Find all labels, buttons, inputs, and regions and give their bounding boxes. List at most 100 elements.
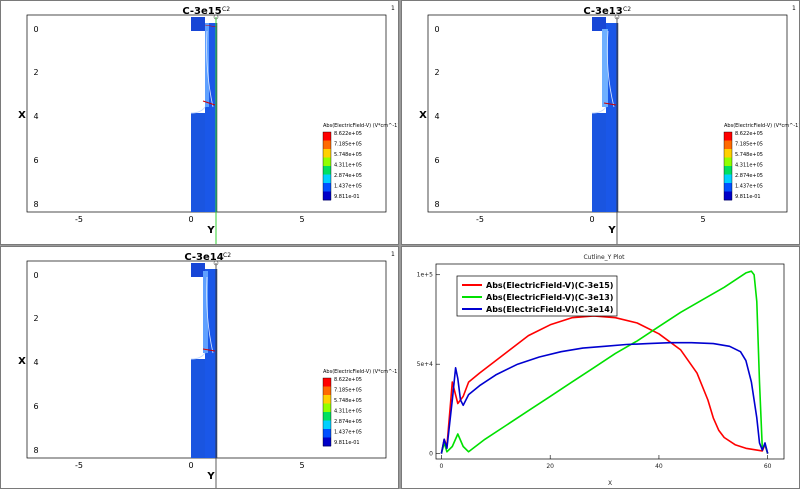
series-line-1 — [440, 270, 769, 454]
device-plot-c3e15[interactable]: C-3e15 C2 1 -5 0 5 0 2 4 6 8 Y X Abs(Ele… — [0, 0, 399, 245]
colorbar-value: 2.874e+05 — [334, 173, 362, 179]
plot-title: C-3e15 — [182, 6, 221, 17]
colorbar-legend: Abs(ElectricField-V) (V*cm^-1) 8.622e+05 7… — [723, 123, 800, 201]
cutline-legend: Abs(ElectricField-V)(C-3e15) Abs(Electri… — [456, 275, 618, 317]
y-tick: 6 — [434, 156, 439, 165]
y-axis-label: X — [18, 356, 26, 367]
colorbar-swatch — [724, 166, 732, 175]
colorbar-value: 7.185e+05 — [334, 388, 362, 394]
colorbar-swatch — [323, 140, 331, 150]
colorbar-swatch — [323, 183, 331, 192]
colorbar-legend: Abs(ElectricField-V) (V*cm^-1) 8.622e+05 7… — [322, 369, 398, 447]
cutline-tag: C2 — [223, 252, 231, 259]
colorbar-swatch — [323, 437, 331, 447]
colorbar-swatch — [323, 403, 331, 413]
x-tick: 5 — [299, 461, 304, 470]
colorbar-swatch — [724, 191, 732, 201]
device-plot-c3e14[interactable]: C-3e14 C2 1 -5 0 5 0 2 4 6 8 Y X Abs(Ele… — [0, 246, 399, 489]
colorbar-value: 1.437e+05 — [334, 430, 362, 436]
colorbar-swatch — [323, 166, 331, 175]
cutline-tag: C2 — [222, 6, 230, 13]
y-tick: 2 — [33, 68, 38, 77]
cutline-handle[interactable] — [213, 260, 219, 266]
y-tick: 8 — [33, 200, 38, 209]
colorbar-swatch — [323, 395, 331, 404]
x-tick: 5 — [700, 215, 705, 224]
colorbar-value: 1.437e+05 — [334, 184, 362, 190]
colorbar-value: 2.874e+05 — [334, 419, 362, 425]
y-tick: 8 — [33, 446, 38, 455]
cutline-x-tick: 60 — [764, 463, 772, 470]
cutline-y-tick: 5e+4 — [417, 361, 434, 368]
cutline-handle[interactable] — [614, 14, 620, 20]
colorbar-swatch — [724, 149, 732, 158]
cutline-plot-frame — [435, 263, 785, 460]
colorbar-value: 9.811e-01 — [334, 440, 360, 446]
y-tick: 4 — [33, 112, 38, 121]
cutline-series — [440, 270, 769, 454]
y-axis-label: X — [419, 110, 427, 121]
colorbar-swatch — [323, 132, 331, 141]
y-tick: 2 — [434, 68, 439, 77]
cutline-plot-title: Cutline_Y Plot — [583, 254, 625, 261]
legend-label: Abs(ElectricField-V)(C-3e15) — [486, 281, 613, 290]
cutline-axes: 0 20 40 60 0 5e+4 1e+5 — [417, 272, 772, 470]
colorbar-swatch — [323, 412, 331, 421]
y-tick: 8 — [434, 200, 439, 209]
cutline-x-tick: 20 — [546, 463, 554, 470]
colorbar-value: 8.622e+05 — [334, 377, 362, 383]
x-axis-label: Y — [607, 225, 616, 236]
corner-label: 1 — [391, 251, 395, 258]
colorbar-value: 4.311e+05 — [735, 163, 763, 169]
y-tick: 4 — [434, 112, 439, 121]
x-tick: 0 — [188, 215, 193, 224]
x-tick: -5 — [476, 215, 484, 224]
series-line-0 — [440, 315, 769, 454]
colorbar-swatch — [724, 157, 732, 167]
cutline-x-tick: 0 — [440, 463, 444, 470]
y-tick: 0 — [33, 271, 38, 280]
y-tick: 0 — [434, 25, 439, 34]
cutline-handle[interactable] — [213, 14, 219, 20]
colorbar-value: 5.748e+05 — [735, 152, 763, 158]
x-tick: -5 — [75, 461, 83, 470]
colorbar-title: Abs(ElectricField-V) (V*cm^-1) — [724, 123, 800, 129]
cutline-tag: C2 — [623, 6, 631, 13]
plot-title: C-3e14 — [184, 252, 223, 263]
y-axis-label: X — [18, 110, 26, 121]
colorbar-value: 4.311e+05 — [334, 409, 362, 415]
colorbar-value: 7.185e+05 — [735, 142, 763, 148]
cutline-x-tick: 40 — [655, 463, 663, 470]
series-line-2 — [440, 341, 769, 454]
colorbar-swatch — [323, 149, 331, 158]
corner-label: 1 — [391, 5, 395, 12]
colorbar-swatch — [724, 132, 732, 141]
colorbar-value: 2.874e+05 — [735, 173, 763, 179]
colorbar-legend: Abs(ElectricField-V) (V*cm^-1) 8.622e+05 7… — [322, 123, 398, 201]
cutline-y-tick: 1e+5 — [417, 272, 434, 279]
device-structure — [190, 17, 218, 212]
y-tick: 6 — [33, 402, 38, 411]
corner-label: 1 — [792, 5, 796, 12]
x-tick: 0 — [589, 215, 594, 224]
colorbar-swatch — [323, 420, 331, 430]
colorbar-swatch — [323, 157, 331, 167]
y-tick: 0 — [33, 25, 38, 34]
colorbar-value: 8.622e+05 — [334, 131, 362, 137]
cutline-plot[interactable]: Cutline_Y Plot 0 20 40 60 0 5e+4 1e+5 Abs(Elec… — [401, 246, 800, 489]
x-tick: 0 — [188, 461, 193, 470]
colorbar-swatch — [724, 174, 732, 184]
colorbar-swatch — [323, 378, 331, 387]
device-structure — [591, 17, 619, 212]
colorbar-swatch — [724, 140, 732, 150]
colorbar-value: 5.748e+05 — [334, 398, 362, 404]
plot-title: C-3e13 — [583, 6, 622, 17]
x-tick: 5 — [299, 215, 304, 224]
device-plot-c3e13[interactable]: C-3e13 C2 1 -5 0 5 0 2 4 6 8 Y X Abs(Ele… — [401, 0, 800, 245]
colorbar-value: 1.437e+05 — [735, 184, 763, 190]
device-structure — [190, 263, 218, 458]
colorbar-value: 9.811e-01 — [735, 194, 761, 200]
colorbar-value: 9.811e-01 — [334, 194, 360, 200]
cutline-y-tick: 0 — [429, 451, 433, 458]
colorbar-swatch — [323, 429, 331, 438]
